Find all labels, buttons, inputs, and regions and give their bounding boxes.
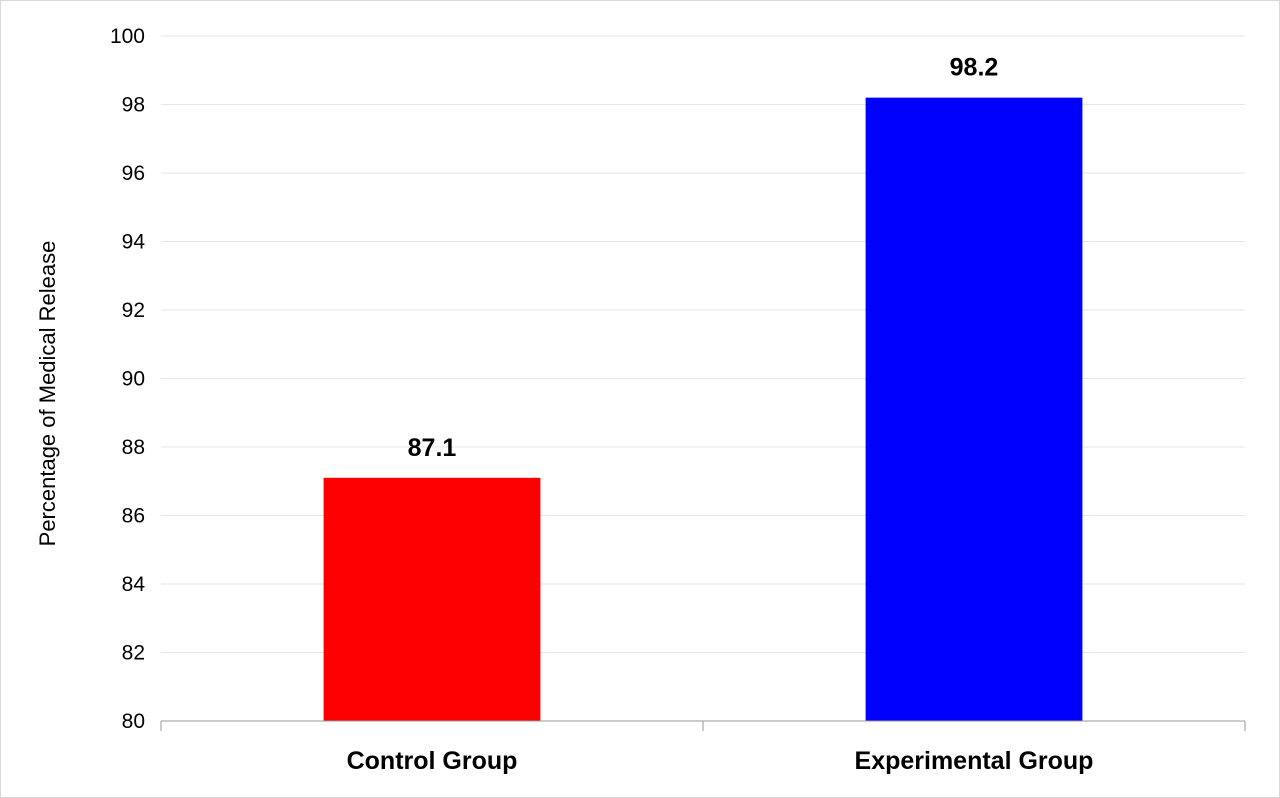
y-tick-label: 100 [110, 25, 145, 48]
y-tick-label: 92 [122, 299, 145, 322]
axes [160, 720, 1246, 731]
y-tick-label: 94 [122, 231, 146, 254]
x-category-label: Experimental Group [855, 747, 1094, 775]
bars [323, 97, 1083, 721]
y-tick-label: 98 [122, 94, 145, 117]
data-label: 87.1 [408, 434, 457, 462]
y-tick-label: 90 [122, 368, 145, 391]
x-category-label: Control Group [347, 747, 518, 775]
labels: 80 82 84 86 88 90 92 94 96 98 100 87.1 Control Group… [110, 25, 1094, 775]
bar-experimental-group [865, 97, 1083, 721]
y-tick-label: 82 [122, 642, 145, 665]
y-axis-title: Percentage of Medical Release [35, 241, 60, 547]
y-tick-label: 96 [122, 162, 145, 185]
y-tick-label: 88 [122, 436, 145, 459]
y-tick-label: 86 [122, 505, 145, 528]
y-tick-label: 84 [122, 573, 146, 596]
y-tick-label: 80 [122, 710, 145, 733]
bar-control-group [323, 477, 541, 721]
data-label: 98.2 [950, 54, 999, 82]
